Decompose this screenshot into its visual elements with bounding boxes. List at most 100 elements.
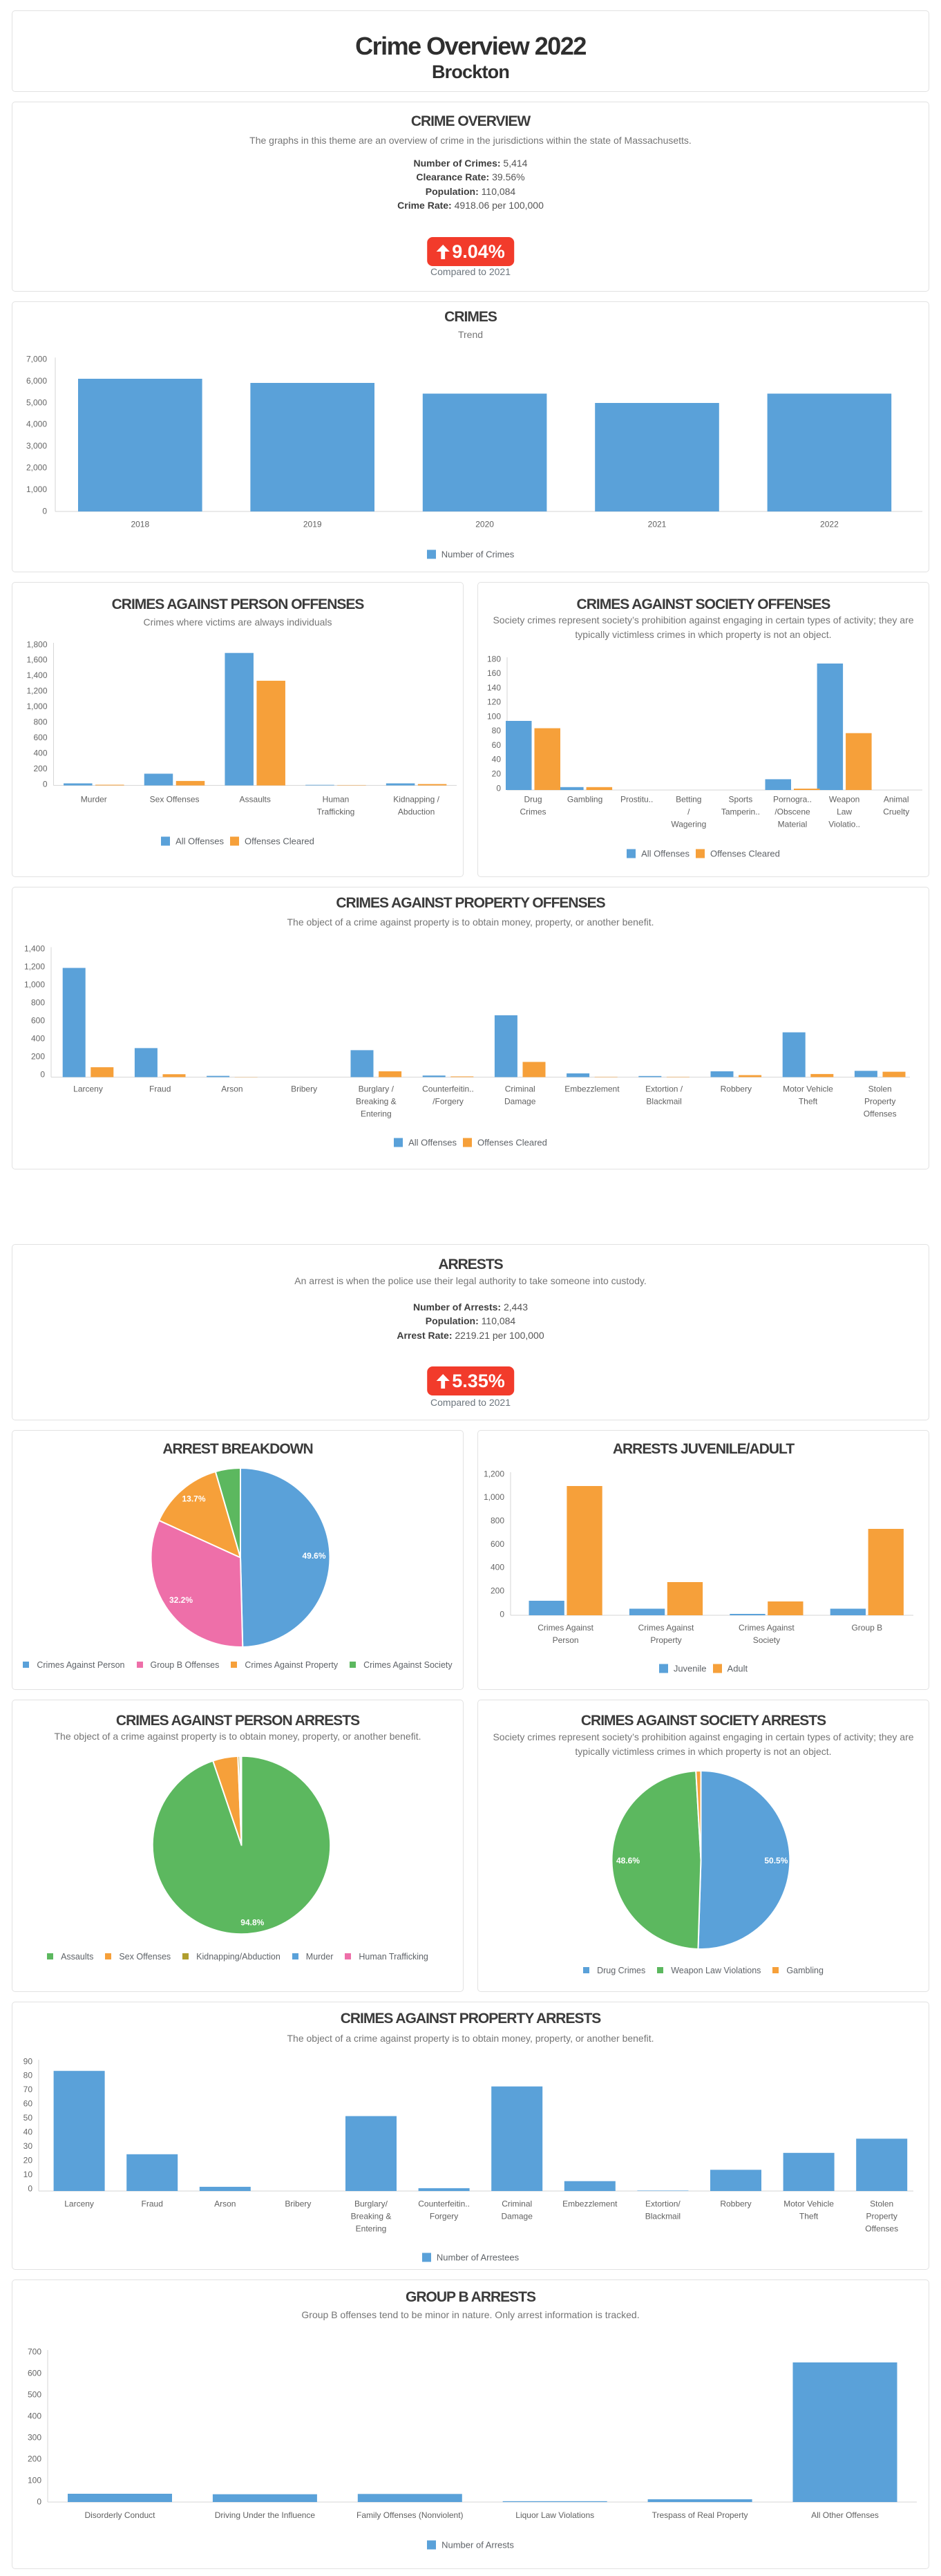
svg-text:400: 400 [491, 1563, 504, 1572]
svg-text:Breaking &: Breaking & [356, 1096, 397, 1106]
svg-text:0: 0 [496, 783, 501, 793]
svg-text:300: 300 [28, 2432, 41, 2442]
svg-text:Damage: Damage [504, 1096, 536, 1106]
svg-text:Motor Vehicle: Motor Vehicle [783, 1084, 833, 1093]
svg-text:400: 400 [33, 748, 47, 758]
svg-text:Liquor Law Violations: Liquor Law Violations [515, 2510, 594, 2520]
svg-text:2021: 2021 [648, 519, 667, 529]
svg-text:2019: 2019 [303, 519, 322, 529]
svg-text:30: 30 [23, 2141, 33, 2151]
svg-text:Blackmail: Blackmail [646, 1096, 681, 1106]
svg-text:Breaking &: Breaking & [351, 2211, 392, 2221]
svg-text:Property: Property [864, 1096, 895, 1106]
svg-text:Embezzlement: Embezzlement [564, 1084, 620, 1093]
svg-text:Fraud: Fraud [142, 2199, 163, 2208]
svg-text:Disorderly Conduct: Disorderly Conduct [84, 2510, 155, 2520]
svg-text:180: 180 [487, 654, 501, 664]
svg-text:Property: Property [650, 1635, 681, 1645]
svg-text:Cruelty: Cruelty [883, 807, 909, 816]
svg-text:Counterfeitin..: Counterfeitin.. [418, 2199, 470, 2208]
svg-text:Crimes Against: Crimes Against [739, 1623, 795, 1633]
svg-text:Damage: Damage [502, 2211, 533, 2221]
svg-text:Entering: Entering [356, 2224, 387, 2233]
svg-text:80: 80 [492, 726, 502, 735]
svg-text:200: 200 [31, 1051, 45, 1061]
svg-text:50: 50 [23, 2113, 33, 2123]
svg-text:/Obscene: /Obscene [774, 807, 810, 816]
svg-text:Crimes Against: Crimes Against [538, 1623, 593, 1633]
svg-text:Driving Under the Influence: Driving Under the Influence [215, 2510, 316, 2520]
svg-text:Motor Vehicle: Motor Vehicle [783, 2199, 834, 2208]
svg-text:700: 700 [28, 2347, 41, 2356]
svg-text:200: 200 [33, 764, 47, 773]
svg-text:1,200: 1,200 [24, 962, 45, 972]
svg-text:20: 20 [23, 2155, 33, 2165]
svg-text:Fraud: Fraud [149, 1084, 171, 1093]
svg-text:Arson: Arson [214, 2199, 236, 2208]
svg-text:Murder: Murder [81, 794, 107, 804]
svg-text:5,000: 5,000 [26, 397, 47, 407]
svg-text:Forgery: Forgery [430, 2211, 458, 2221]
svg-text:Group B: Group B [851, 1623, 882, 1633]
svg-text:Blackmail: Blackmail [645, 2211, 681, 2221]
svg-text:400: 400 [28, 2411, 41, 2420]
svg-text:Crimes Against: Crimes Against [638, 1623, 694, 1633]
svg-text:1,000: 1,000 [26, 485, 47, 494]
svg-text:Offenses: Offenses [865, 2224, 898, 2233]
svg-text:2020: 2020 [475, 519, 494, 529]
svg-text:Wagering: Wagering [671, 819, 706, 829]
svg-text:Offenses: Offenses [864, 1109, 897, 1118]
svg-text:6,000: 6,000 [26, 376, 47, 386]
svg-text:2018: 2018 [131, 519, 149, 529]
svg-text:Arson: Arson [221, 1084, 243, 1093]
svg-text:100: 100 [487, 711, 501, 721]
svg-text:800: 800 [31, 998, 45, 1008]
svg-text:Stolen: Stolen [868, 1084, 892, 1093]
svg-text:Kidnapping /: Kidnapping / [393, 794, 439, 804]
svg-text:0: 0 [37, 2497, 41, 2506]
svg-text:1,800: 1,800 [26, 639, 47, 649]
svg-text:0: 0 [43, 779, 48, 789]
svg-text:1,000: 1,000 [24, 980, 45, 990]
svg-text:Criminal: Criminal [502, 2199, 532, 2208]
svg-text:Trafficking: Trafficking [317, 807, 355, 816]
svg-text:Prostitu..: Prostitu.. [620, 794, 653, 804]
svg-text:Gambling: Gambling [567, 794, 602, 804]
svg-text:0: 0 [500, 1609, 504, 1619]
svg-text:Society: Society [753, 1635, 780, 1645]
svg-text:Larceny: Larceny [73, 1084, 103, 1093]
svg-text:Law: Law [837, 807, 852, 816]
svg-text:1,000: 1,000 [26, 702, 47, 711]
svg-text:100: 100 [28, 2475, 41, 2485]
svg-text:Sex Offenses: Sex Offenses [150, 794, 200, 804]
svg-text:600: 600 [33, 733, 47, 742]
svg-text:Pornogra..: Pornogra.. [773, 794, 812, 804]
svg-text:50.5%: 50.5% [764, 1856, 788, 1865]
svg-text:60: 60 [492, 740, 502, 750]
svg-text:49.6%: 49.6% [302, 1551, 325, 1561]
svg-text:200: 200 [491, 1586, 504, 1596]
svg-text:4,000: 4,000 [26, 420, 47, 429]
svg-text:/: / [687, 807, 690, 816]
svg-text:1,400: 1,400 [24, 944, 45, 954]
svg-text:Counterfeitin..: Counterfeitin.. [422, 1084, 474, 1093]
svg-text:1,600: 1,600 [26, 655, 47, 665]
svg-text:13.7%: 13.7% [182, 1494, 205, 1504]
svg-text:0: 0 [40, 1069, 45, 1079]
svg-text:94.8%: 94.8% [240, 1918, 264, 1928]
svg-text:Abduction: Abduction [398, 807, 435, 816]
svg-text:Burglary /: Burglary / [359, 1084, 395, 1093]
svg-text:10: 10 [23, 2170, 33, 2179]
svg-text:500: 500 [28, 2389, 41, 2399]
svg-text:120: 120 [487, 697, 501, 707]
svg-text:Robbery: Robbery [721, 1084, 752, 1093]
svg-text:60: 60 [23, 2099, 33, 2109]
svg-text:Property: Property [866, 2211, 897, 2221]
svg-text:2,000: 2,000 [26, 463, 47, 473]
svg-text:48.6%: 48.6% [616, 1856, 640, 1865]
svg-text:0: 0 [28, 2183, 32, 2193]
svg-text:Robbery: Robbery [720, 2199, 751, 2208]
svg-text:3,000: 3,000 [26, 441, 47, 451]
svg-text:Assaults: Assaults [240, 794, 271, 804]
svg-text:1,200: 1,200 [26, 686, 47, 696]
